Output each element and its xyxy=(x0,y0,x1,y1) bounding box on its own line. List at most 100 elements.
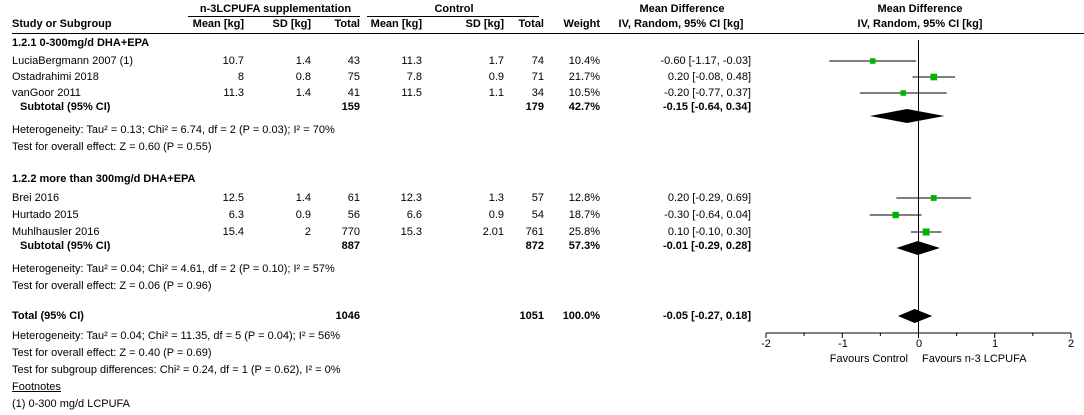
weight: 10.5% xyxy=(568,87,600,99)
md-table-header: Mean Difference xyxy=(639,3,725,15)
sd2: 1.7 xyxy=(488,55,504,67)
subtotal-ci: -0.15 [-0.64, 0.34] xyxy=(662,101,751,113)
pooled-effect-diamond xyxy=(897,309,933,323)
study-effect-marker xyxy=(922,228,930,236)
heterogeneity-text: Heterogeneity: Tau² = 0.04; Chi² = 4.61,… xyxy=(12,263,335,275)
sd2: 0.9 xyxy=(488,71,504,83)
mean1: 12.5 xyxy=(222,192,244,204)
sd1: 2 xyxy=(304,226,311,238)
mean1: 11.3 xyxy=(223,87,244,99)
pooled-effect-diamond xyxy=(869,109,945,123)
total2: 74 xyxy=(531,55,544,67)
footnotes-title: Footnotes xyxy=(12,381,61,393)
weight-column-header: Weight xyxy=(563,18,600,30)
total1: 56 xyxy=(347,209,360,221)
md-plot-subheader: IV, Random, 95% CI [kg] xyxy=(857,18,983,30)
total1: 41 xyxy=(347,87,360,99)
subtotal-n1: 159 xyxy=(341,101,360,113)
subtotal-n2: 872 xyxy=(525,240,544,252)
total2: 57 xyxy=(531,192,544,204)
mean1: 8 xyxy=(237,71,244,83)
md-ci: 0.10 [-0.10, 0.30] xyxy=(667,226,751,238)
total1: 75 xyxy=(347,71,360,83)
md-table-subheader: IV, Random, 95% CI [kg] xyxy=(618,18,744,30)
weight: 25.8% xyxy=(568,226,600,238)
sd1: 1.4 xyxy=(295,192,311,204)
study-name: vanGoor 2011 xyxy=(12,87,81,99)
sd2-column-header: SD [kg] xyxy=(465,18,505,30)
subgroup-2-title: 1.2.2 more than 300mg/d DHA+EPA xyxy=(12,173,196,185)
study-name: Hurtado 2015 xyxy=(12,209,79,221)
weight: 10.4% xyxy=(568,55,600,67)
weight: 21.7% xyxy=(568,71,600,83)
footnote-1: (1) 0-300 mg/d LCPUFA xyxy=(12,398,130,410)
md-ci: 0.20 [-0.29, 0.69] xyxy=(667,192,751,204)
subtotal-label: Subtotal (95% CI) xyxy=(20,101,111,113)
study-effect-marker xyxy=(869,58,876,64)
mean2-column-header: Mean [kg] xyxy=(370,18,422,30)
tick-label: -1 xyxy=(838,338,848,350)
sd1: 0.9 xyxy=(295,209,311,221)
total-overall-effect-text: Test for overall effect: Z = 0.40 (P = 0… xyxy=(12,347,212,359)
tick-label: 2 xyxy=(1067,338,1075,350)
group1-header: n-3LCPUFA supplementation xyxy=(199,3,352,15)
tick-label: 0 xyxy=(915,338,923,350)
total-n2: 1051 xyxy=(519,310,544,322)
study-name: Ostadrahimi 2018 xyxy=(12,71,99,83)
sd1: 1.4 xyxy=(295,55,311,67)
overall-effect-text: Test for overall effect: Z = 0.60 (P = 0… xyxy=(12,141,212,153)
sd1: 0.8 xyxy=(295,71,311,83)
subtotal-weight: 57.3% xyxy=(568,240,600,252)
mean1: 10.7 xyxy=(222,55,244,67)
mean2: 7.8 xyxy=(406,71,422,83)
group2-header: Control xyxy=(434,3,474,15)
total1: 61 xyxy=(347,192,360,204)
total1: 43 xyxy=(347,55,360,67)
subtotal-ci: -0.01 [-0.29, 0.28] xyxy=(662,240,751,252)
total1-column-header: Total xyxy=(334,18,360,30)
mean1: 15.4 xyxy=(222,226,244,238)
mean1: 6.3 xyxy=(228,209,244,221)
total1: 770 xyxy=(341,226,360,238)
mean2: 6.6 xyxy=(406,209,422,221)
md-plot-header: Mean Difference xyxy=(877,3,963,15)
study-name: Brei 2016 xyxy=(12,192,60,204)
subtotal-n1: 887 xyxy=(341,240,360,252)
total-label: Total (95% CI) xyxy=(12,310,84,322)
total2: 34 xyxy=(531,87,544,99)
weight: 12.8% xyxy=(568,192,600,204)
subtotal-weight: 42.7% xyxy=(568,101,600,113)
sd2: 1.1 xyxy=(488,87,504,99)
sd2: 1.3 xyxy=(488,192,504,204)
sd1: 1.4 xyxy=(295,87,311,99)
tick-label: 1 xyxy=(991,338,999,350)
favours-control-label: Favours Control xyxy=(829,353,908,365)
study-effect-marker xyxy=(900,90,907,96)
md-ci: -0.30 [-0.64, 0.04] xyxy=(664,209,751,221)
tick-label: -2 xyxy=(761,338,771,350)
study-effect-marker xyxy=(930,195,937,201)
overall-effect-text: Test for overall effect: Z = 0.06 (P = 0… xyxy=(12,280,212,292)
subtotal-label: Subtotal (95% CI) xyxy=(20,240,111,252)
total-heterogeneity-text: Heterogeneity: Tau² = 0.04; Chi² = 11.35… xyxy=(12,330,341,342)
study-effect-marker xyxy=(892,211,899,219)
study-name: LuciaBergmann 2007 (1) xyxy=(12,55,134,67)
weight: 18.7% xyxy=(568,209,600,221)
total-ci: -0.05 [-0.27, 0.18] xyxy=(662,310,751,322)
subgroup-1-title: 1.2.1 0-300mg/d DHA+EPA xyxy=(12,37,150,49)
favours-treatment-label: Favours n-3 LCPUFA xyxy=(922,353,1027,365)
study-name: Muhlhausler 2016 xyxy=(12,226,100,238)
md-ci: -0.20 [-0.77, 0.37] xyxy=(664,87,751,99)
mean2: 11.5 xyxy=(401,87,422,99)
total2: 54 xyxy=(531,209,544,221)
mean1-column-header: Mean [kg] xyxy=(192,18,244,30)
pooled-effect-diamond xyxy=(896,241,940,255)
sd1-column-header: SD [kg] xyxy=(272,18,312,30)
subtotal-n2: 179 xyxy=(525,101,544,113)
total2: 71 xyxy=(531,71,544,83)
sd2: 2.01 xyxy=(482,226,504,238)
md-ci: 0.20 [-0.08, 0.48] xyxy=(667,71,751,83)
subgroup-differences-text: Test for subgroup differences: Chi² = 0.… xyxy=(12,364,341,376)
total2: 761 xyxy=(525,226,544,238)
